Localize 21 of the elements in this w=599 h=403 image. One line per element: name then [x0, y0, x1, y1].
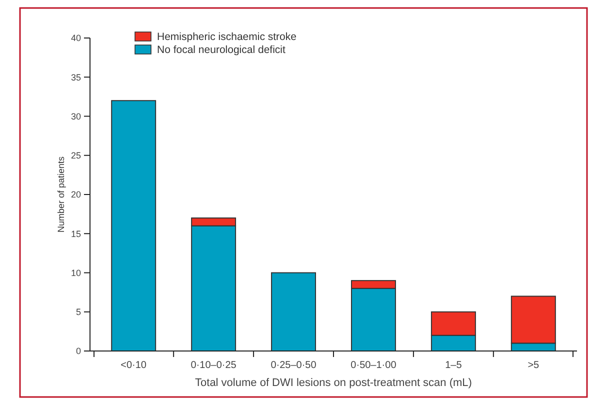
y-tick-label: 25 — [70, 150, 81, 161]
x-axis-title: Total volume of DWI lesions on post-treatment scan (mL) — [195, 377, 472, 389]
y-tick-label: 10 — [70, 268, 81, 278]
bar — [271, 272, 316, 352]
bar — [111, 100, 156, 352]
y-tick-label: 30 — [70, 111, 81, 122]
legend-label: No focal neurological deficit — [157, 44, 286, 56]
x-tick-label: >5 — [528, 360, 540, 371]
y-tick-label: 15 — [70, 228, 81, 239]
y-tick-label: 40 — [70, 33, 81, 44]
y-tick-label: 5 — [76, 307, 81, 318]
y-tick-label: 0 — [76, 346, 81, 356]
y-axis-title: Number of patients — [56, 156, 66, 233]
x-tick-label: 0·25–0·50 — [270, 360, 317, 371]
legend-label: Hemispheric ischaemic stroke — [157, 31, 297, 43]
x-tick-label: 1–5 — [445, 360, 462, 371]
x-tick-label: 0·10–0·25 — [190, 360, 237, 371]
x-tick-label: 0·50–1·00 — [350, 360, 397, 371]
y-tick-label: 35 — [70, 72, 81, 82]
y-tick-label: 20 — [70, 190, 81, 200]
x-tick-label: <0·10 — [120, 360, 147, 371]
